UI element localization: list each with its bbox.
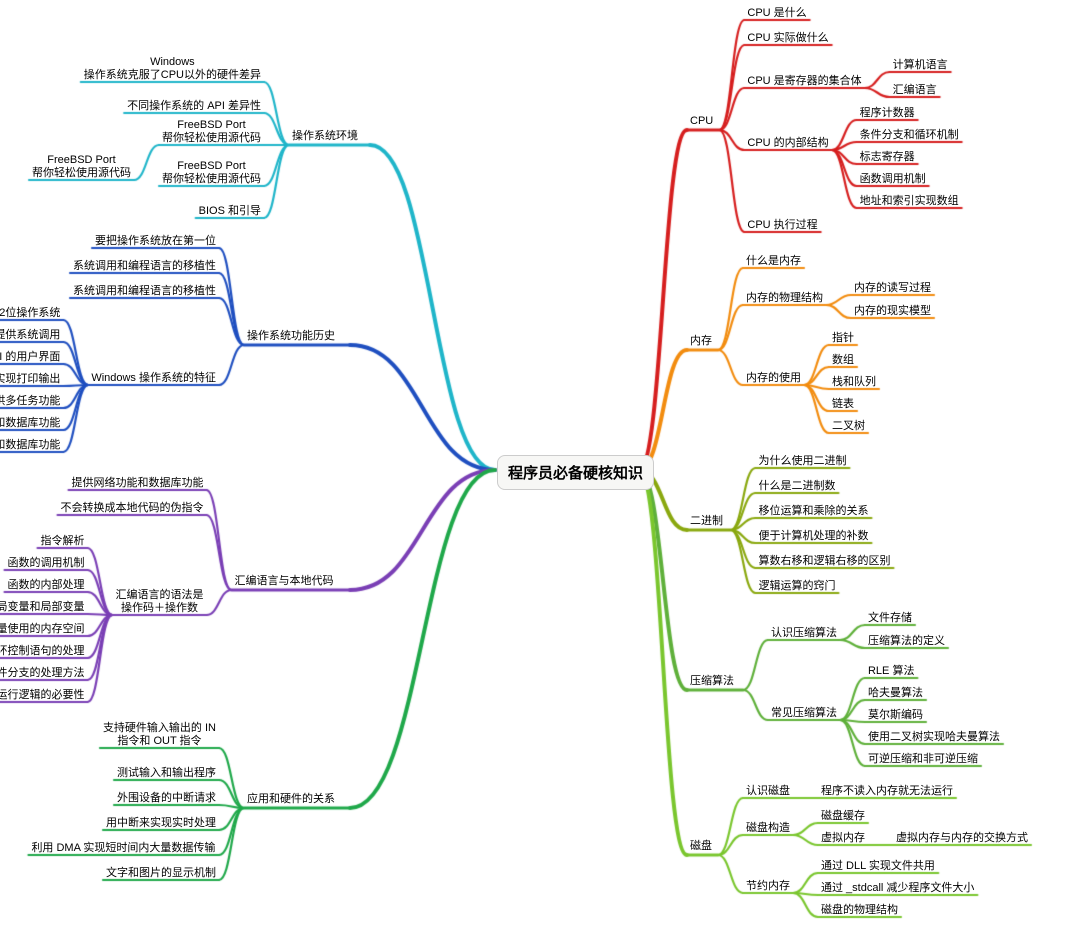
node: 提供网络功能和数据库功能 (0, 417, 60, 430)
node: 认识压缩算法 (771, 627, 837, 640)
node: 通过 WYSIWYG 实现打印输出 (0, 373, 60, 386)
node: CPU 是什么 (747, 7, 806, 20)
node: 数组 (832, 354, 854, 367)
branch-asm: 汇编语言与本地代码 (234, 575, 333, 588)
node: 临时确保局部变量使用的内存空间 (0, 623, 85, 636)
node: 链表 (832, 398, 854, 411)
node: 计算机语言 (893, 59, 948, 72)
node: 内存的读写过程 (854, 282, 931, 295)
node: Windows 操作系统的特征 (91, 372, 216, 385)
node: 系统调用和编程语言的移植性 (73, 285, 216, 298)
node: 函数的内部处理 (8, 579, 85, 592)
node: 内存的现实模型 (854, 305, 931, 318)
node: 二叉树 (832, 420, 865, 433)
node: 不会转换成本地代码的伪指令 (61, 502, 204, 515)
node: BIOS 和引导 (199, 205, 261, 218)
node: 压缩算法的定义 (868, 635, 945, 648)
node: CPU 的内部结构 (747, 137, 828, 150)
node: 移位运算和乘除的关系 (759, 505, 869, 518)
node: 文字和图片的显示机制 (106, 867, 216, 880)
node: 内存的物理结构 (746, 292, 823, 305)
branch-oshist: 操作系统功能历史 (247, 330, 335, 343)
node: 提供多任务功能 (0, 395, 60, 408)
node: 文件存储 (868, 612, 912, 625)
node: 通过 DLL 实现文件共用 (821, 860, 935, 873)
node: 栈和队列 (832, 376, 876, 389)
node: CPU 实际做什么 (747, 32, 828, 45)
node: 指令解析 (41, 535, 85, 548)
node: 外围设备的中断请求 (117, 792, 216, 805)
node: 虚拟内存与内存的交换方式 (896, 832, 1028, 845)
node: 汇编语言 (893, 84, 937, 97)
node: 标志寄存器 (860, 151, 915, 164)
node: 利用 DMA 实现短时间内大量数据传输 (31, 842, 215, 855)
node: 通过 API 函数集来提供系统调用 (0, 329, 60, 342)
node: 提供网络功能和数据库功能 (0, 439, 60, 452)
node: 可逆压缩和非可逆压缩 (868, 753, 978, 766)
node: CPU 是寄存器的集合体 (747, 75, 861, 88)
node: 汇编语言的语法是操作码＋操作数 (116, 589, 204, 615)
branch-memory: 内存 (690, 335, 712, 348)
node: FreeBSD Port帮你轻松使用源代码 (32, 154, 131, 180)
node: 循环控制语句的处理 (0, 645, 85, 658)
node: 支持硬件输入输出的 IN指令和 OUT 指令 (103, 722, 216, 748)
node: 系统调用和编程语言的移植性 (73, 260, 216, 273)
node: 条件分支的处理方法 (0, 667, 85, 680)
node: 哈夫曼算法 (868, 687, 923, 700)
node: 使用二叉树实现哈夫曼算法 (868, 731, 1000, 744)
branch-compress: 压缩算法 (690, 675, 734, 688)
node: 磁盘的物理结构 (821, 904, 898, 917)
node: 认识磁盘 (746, 785, 790, 798)
node: 用中断来实现实时处理 (106, 817, 216, 830)
node: 函数的调用机制 (8, 557, 85, 570)
node: 要把操作系统放在第一位 (95, 235, 216, 248)
node: 指针 (832, 332, 854, 345)
node: 不同操作系统的 API 差异性 (127, 100, 261, 113)
node: FreeBSD Port帮你轻松使用源代码 (162, 160, 261, 186)
node: 通过 _stdcall 减少程序文件大小 (821, 882, 974, 895)
node: 什么是二进制数 (759, 480, 836, 493)
node: 内存的使用 (746, 372, 801, 385)
branch-hw: 应用和硬件的关系 (247, 793, 335, 806)
node: 了解程序运行逻辑的必要性 (0, 689, 85, 702)
node: 全局变量和局部变量 (0, 601, 85, 614)
node: 程序计数器 (860, 107, 915, 120)
root-node: 程序员必备硬核知识 (497, 455, 654, 490)
node: 常见压缩算法 (771, 707, 837, 720)
node: 逻辑运算的窍门 (759, 580, 836, 593)
node: 莫尔斯编码 (868, 709, 923, 722)
node: 什么是内存 (746, 255, 801, 268)
node: FreeBSD Port帮你轻松使用源代码 (162, 119, 261, 145)
branch-disk: 磁盘 (690, 840, 712, 853)
node: 程序不读入内存就无法运行 (821, 785, 953, 798)
node: 地址和索引实现数组 (860, 195, 959, 208)
node: 虚拟内存 (821, 832, 865, 845)
node: 算数右移和逻辑右移的区别 (759, 555, 891, 568)
branch-osenv: 操作系统环境 (292, 130, 358, 143)
node: 为什么使用二进制 (759, 455, 847, 468)
node: RLE 算法 (868, 665, 914, 678)
node: 提供网络功能和数据库功能 (72, 477, 204, 490)
node: 32位操作系统 (0, 307, 60, 320)
node: 便于计算机处理的补数 (759, 530, 869, 543)
node: 节约内存 (746, 880, 790, 893)
node: 条件分支和循环机制 (860, 129, 959, 142)
node: 测试输入和输出程序 (117, 767, 216, 780)
node: 函数调用机制 (860, 173, 926, 186)
node: 磁盘构造 (746, 822, 790, 835)
node: 磁盘缓存 (821, 810, 865, 823)
branch-binary: 二进制 (690, 515, 723, 528)
node: Windows操作系统克服了CPU以外的硬件差异 (84, 56, 261, 82)
node: 提供采用了 GUI 的用户界面 (0, 351, 60, 364)
branch-cpu: CPU (690, 115, 713, 128)
node: CPU 执行过程 (747, 219, 817, 232)
